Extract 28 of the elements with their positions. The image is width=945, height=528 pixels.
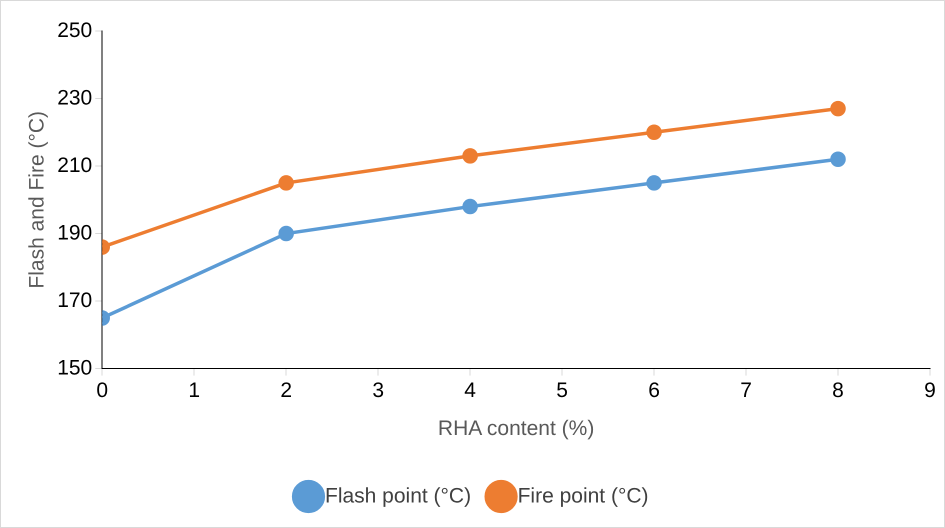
y-tick-label: 150 [57,356,92,380]
point [462,148,478,164]
y-tick-label: 210 [57,154,92,177]
y-tick-label: 230 [57,86,92,110]
x-axis-title: RHA content (%) [438,417,594,440]
x-tick-label: 5 [556,378,568,402]
x-tick-label: 1 [188,378,200,402]
y-tick-label: 170 [57,288,92,312]
x-tick-label: 8 [832,378,844,402]
x-tick-label: 3 [372,378,384,402]
point [278,226,294,242]
legend-label: Flash point (°C) [324,484,472,508]
point [646,124,662,140]
point [830,152,846,168]
x-tick-label: 2 [280,378,292,402]
point [462,198,478,214]
legend-label: Fire point (°C) [518,484,649,508]
x-tick-label: 4 [464,378,476,402]
point [278,175,294,191]
point [830,100,846,116]
point [646,175,662,191]
y-tick-label: 190 [57,221,92,244]
x-tick-label: 7 [740,378,752,402]
y-axis-title: Flash and Fire (°C) [25,110,48,289]
x-tick-label: 9 [924,378,936,402]
x-tick-label: 6 [648,378,660,402]
y-tick-label: 250 [57,18,92,42]
x-tick-label: 0 [96,378,108,402]
